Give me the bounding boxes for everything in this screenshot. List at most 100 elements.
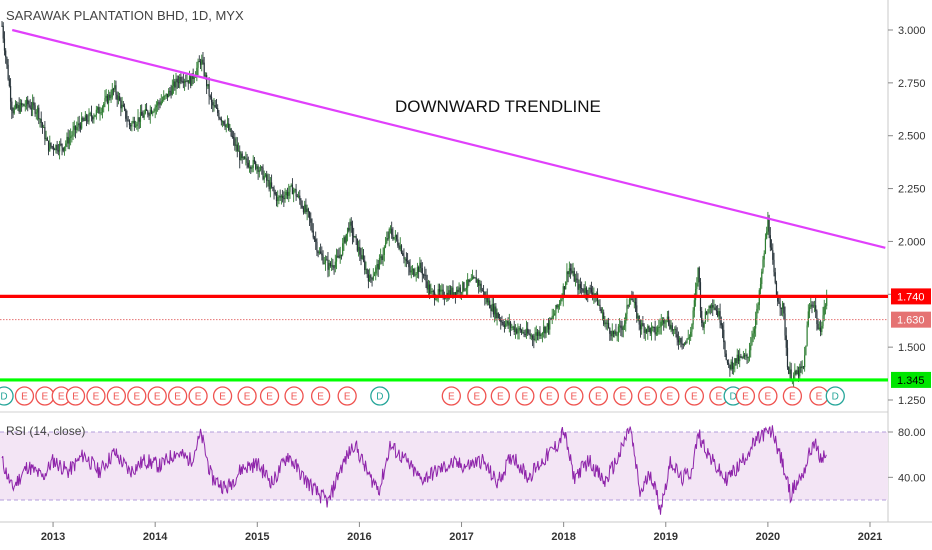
candle-body <box>240 153 242 161</box>
earnings-marker[interactable] <box>147 386 167 406</box>
candle-body <box>451 287 453 296</box>
dividend-marker[interactable] <box>825 386 845 406</box>
price-tick-label: 2.500 <box>898 131 926 143</box>
candle-body <box>279 196 281 198</box>
earnings-marker[interactable] <box>564 386 584 406</box>
candle-body <box>487 300 490 303</box>
candle-body <box>452 287 454 296</box>
candle-body <box>331 265 333 267</box>
earnings-marker[interactable] <box>14 386 35 406</box>
candle-body <box>456 289 458 296</box>
candle-body <box>219 118 221 120</box>
dividend-marker[interactable] <box>0 386 14 406</box>
earnings-marker[interactable] <box>188 386 208 406</box>
earnings-marker[interactable] <box>515 386 535 406</box>
candle-body <box>95 109 97 115</box>
candle-body <box>645 329 648 333</box>
earnings-marker[interactable] <box>467 386 487 406</box>
candle-body <box>676 334 678 340</box>
candle-body <box>514 328 517 332</box>
event-marker-label: D <box>832 392 839 403</box>
earnings-marker[interactable] <box>65 386 86 406</box>
candle-body <box>476 279 479 283</box>
candle-body <box>225 124 227 128</box>
candle-body <box>355 236 357 239</box>
earnings-marker[interactable] <box>259 386 280 406</box>
candle-body <box>671 325 673 331</box>
time-axis: 2013 2014 2015 2016 2017 2018 2019 2020 2021 <box>41 522 882 543</box>
candle-body <box>272 187 274 189</box>
candle-body <box>734 358 736 366</box>
earnings-marker[interactable] <box>490 386 510 406</box>
earnings-marker[interactable] <box>212 386 233 406</box>
candle-body <box>683 342 686 345</box>
earnings-marker[interactable] <box>637 386 658 406</box>
candle-body <box>614 331 616 335</box>
candle-body <box>263 175 265 180</box>
earnings-marker[interactable] <box>441 386 461 406</box>
candle-body <box>122 104 124 107</box>
candle-body <box>183 80 186 83</box>
horizontal-levels[interactable]: 1.740 1.630 1.345 <box>0 288 931 388</box>
candle-body <box>818 327 820 329</box>
earnings-marker[interactable] <box>284 386 304 406</box>
event-marker-label: E <box>667 392 674 403</box>
earnings-marker[interactable] <box>86 386 106 406</box>
candle-body <box>217 108 219 114</box>
price-label-text: 1.740 <box>897 291 925 303</box>
earnings-marker[interactable] <box>337 386 357 406</box>
earnings-marker[interactable] <box>758 386 778 406</box>
trendline-layer[interactable] <box>11 28 886 249</box>
earnings-marker[interactable] <box>127 386 147 406</box>
candle-body <box>373 273 376 277</box>
candle-body <box>87 120 89 122</box>
candle-body <box>65 143 67 147</box>
candle-body <box>386 238 388 244</box>
candle-body <box>654 327 656 335</box>
candle-body <box>180 76 182 81</box>
earnings-marker[interactable] <box>735 386 756 406</box>
candle-body <box>534 335 536 341</box>
downward-trendline[interactable] <box>11 28 886 249</box>
candle-body <box>47 140 50 151</box>
candle-body <box>2 25 4 39</box>
earnings-marker[interactable] <box>237 386 257 406</box>
candle-body <box>816 311 818 324</box>
candle-body <box>259 166 262 171</box>
candle-body <box>436 297 438 300</box>
candle-body <box>346 227 349 234</box>
candle-body <box>797 370 800 377</box>
candle-body <box>694 289 697 301</box>
earnings-marker[interactable] <box>539 386 560 406</box>
candle-body <box>317 251 319 254</box>
candle-body <box>378 258 381 270</box>
earnings-marker[interactable] <box>782 386 803 406</box>
candle-body <box>202 59 204 63</box>
earnings-marker[interactable] <box>167 386 188 406</box>
candle-body <box>666 316 668 321</box>
candle-body <box>535 332 537 336</box>
candle-body <box>577 279 579 290</box>
candle-body <box>726 359 729 363</box>
event-marker-label: E <box>42 392 49 403</box>
earnings-marker[interactable] <box>106 386 127 406</box>
event-marker-label: E <box>317 392 324 403</box>
candle-body <box>158 102 160 104</box>
candle-body <box>270 182 273 188</box>
candle-body <box>568 268 570 275</box>
earnings-marker[interactable] <box>613 386 633 406</box>
earnings-marker[interactable] <box>660 386 680 406</box>
candle-body <box>778 301 780 304</box>
dividend-marker[interactable] <box>370 386 390 406</box>
candle-body <box>161 100 164 102</box>
price-tick-label: 2.750 <box>898 78 926 90</box>
earnings-marker[interactable] <box>588 386 609 406</box>
earnings-marker[interactable] <box>684 386 705 406</box>
candle-body <box>388 229 390 239</box>
earnings-marker[interactable] <box>310 386 331 406</box>
candle-body <box>496 312 498 319</box>
candle-body <box>399 245 401 249</box>
candle-body <box>177 82 180 84</box>
